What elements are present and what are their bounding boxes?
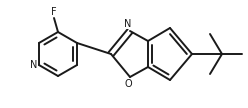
Text: N: N xyxy=(124,19,132,29)
Text: F: F xyxy=(51,7,57,17)
Text: O: O xyxy=(124,79,132,89)
Text: N: N xyxy=(30,60,38,70)
